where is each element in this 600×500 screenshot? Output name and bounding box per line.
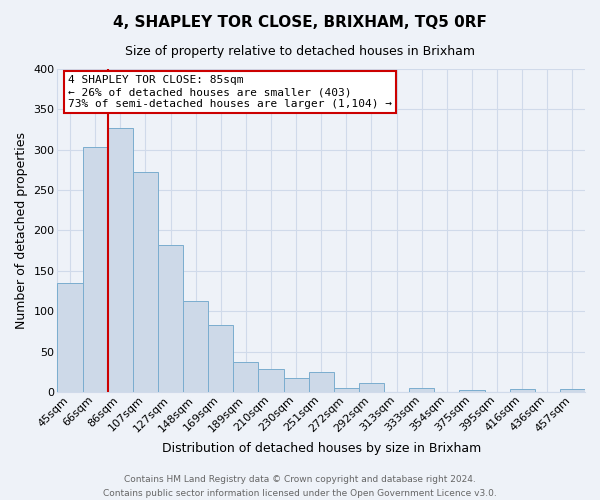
Bar (334, 388, 359, 392)
Bar (208, 325, 233, 392)
Bar (83, 148, 108, 392)
Bar (460, 390, 485, 392)
Bar (259, 370, 284, 392)
Bar (509, 390, 535, 392)
Bar (308, 372, 334, 392)
Text: 4 SHAPLEY TOR CLOSE: 85sqm
← 26% of detached houses are smaller (403)
73% of sem: 4 SHAPLEY TOR CLOSE: 85sqm ← 26% of deta… (68, 76, 392, 108)
Bar (158, 245, 183, 392)
X-axis label: Distribution of detached houses by size in Brixham: Distribution of detached houses by size … (161, 442, 481, 455)
Bar (284, 378, 308, 392)
Bar (183, 300, 208, 392)
Text: 4, SHAPLEY TOR CLOSE, BRIXHAM, TQ5 0RF: 4, SHAPLEY TOR CLOSE, BRIXHAM, TQ5 0RF (113, 15, 487, 30)
Bar (560, 390, 585, 392)
Y-axis label: Number of detached properties: Number of detached properties (15, 132, 28, 329)
Text: Size of property relative to detached houses in Brixham: Size of property relative to detached ho… (125, 45, 475, 58)
Bar (233, 362, 259, 392)
Bar (133, 172, 158, 392)
Bar (108, 128, 133, 392)
Bar (58, 283, 83, 392)
Bar (409, 388, 434, 392)
Bar (359, 383, 384, 392)
Text: Contains HM Land Registry data © Crown copyright and database right 2024.
Contai: Contains HM Land Registry data © Crown c… (103, 476, 497, 498)
